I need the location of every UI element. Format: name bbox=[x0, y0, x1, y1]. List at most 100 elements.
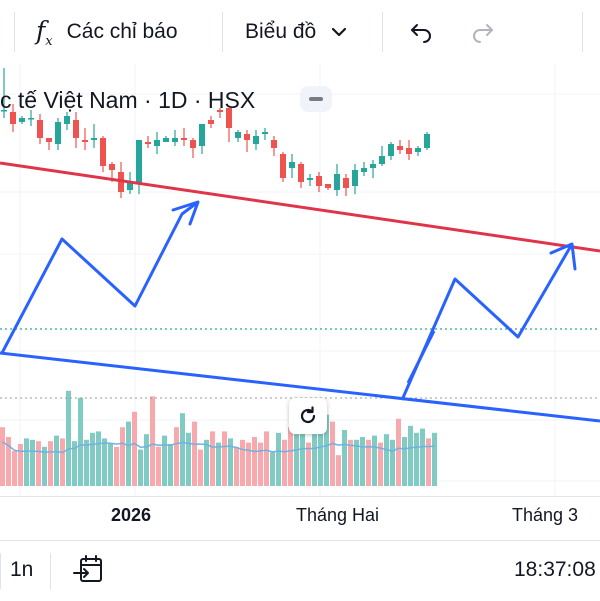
volume-bar bbox=[168, 444, 173, 486]
volume-bar bbox=[222, 431, 227, 486]
candle bbox=[397, 140, 403, 154]
volume-bar bbox=[264, 431, 269, 486]
volume-bar bbox=[396, 418, 401, 486]
volume-bar bbox=[252, 437, 257, 486]
volume-bar bbox=[156, 446, 161, 486]
volume-bar bbox=[270, 452, 275, 486]
upper-trendline[interactable] bbox=[0, 161, 600, 253]
volume-bar bbox=[384, 434, 389, 486]
candle bbox=[325, 184, 331, 190]
time-axis-label: Tháng Hai bbox=[296, 505, 380, 525]
time-axis[interactable]: 2026 Tháng Hai Tháng 3 bbox=[0, 496, 600, 533]
volume-bar bbox=[324, 414, 329, 486]
volume-bar bbox=[12, 451, 17, 486]
candle bbox=[28, 110, 34, 126]
volume-bar bbox=[72, 441, 77, 486]
bottom-divider bbox=[50, 553, 51, 589]
candle bbox=[388, 142, 394, 160]
candle bbox=[307, 174, 313, 186]
volume-bar bbox=[306, 442, 311, 486]
go-to-date-icon[interactable] bbox=[72, 553, 106, 587]
toolbar-divider bbox=[14, 12, 15, 52]
volume-bar bbox=[144, 434, 149, 486]
candle bbox=[361, 162, 367, 176]
collapse-legend-button[interactable] bbox=[300, 86, 332, 112]
volume-bar bbox=[246, 442, 251, 486]
undo-button[interactable] bbox=[406, 0, 434, 64]
volume-bar bbox=[390, 439, 395, 486]
volume-bar bbox=[210, 431, 215, 486]
volume-bar bbox=[258, 442, 263, 486]
volume-bar bbox=[174, 427, 179, 486]
candle bbox=[145, 136, 151, 148]
candle bbox=[100, 136, 106, 172]
redo-icon bbox=[473, 24, 493, 43]
candle bbox=[163, 136, 169, 142]
recent-trend-segment[interactable] bbox=[406, 330, 436, 384]
volume-bar bbox=[114, 446, 119, 486]
bottom-divider bbox=[0, 553, 1, 589]
candle bbox=[19, 116, 25, 124]
candle bbox=[343, 174, 349, 196]
redo-button[interactable] bbox=[470, 0, 498, 64]
volume-bar bbox=[42, 446, 47, 486]
volume-bar bbox=[216, 442, 221, 486]
chart-type-label: Biểu đồ bbox=[245, 20, 317, 43]
candle bbox=[217, 108, 223, 118]
candle bbox=[226, 108, 232, 142]
top-toolbar: fx Các chỉ báo Biểu đồ bbox=[0, 0, 600, 64]
candle bbox=[10, 104, 16, 132]
reset-chart-button[interactable] bbox=[289, 398, 327, 434]
candle bbox=[244, 130, 250, 152]
candle bbox=[154, 132, 160, 154]
volume-bar bbox=[138, 449, 143, 486]
candle bbox=[1, 68, 7, 118]
volume-bar bbox=[276, 432, 281, 486]
volume-bar bbox=[84, 439, 89, 486]
volume-bar bbox=[408, 425, 413, 486]
candle bbox=[64, 112, 70, 130]
volume-bar bbox=[204, 439, 209, 486]
clock[interactable]: 18:37:08 bbox=[514, 558, 596, 581]
volume-bar bbox=[288, 427, 293, 486]
volume-bar bbox=[228, 438, 233, 486]
interval-button[interactable]: 1n bbox=[10, 558, 34, 581]
candle bbox=[379, 146, 385, 166]
volume-bar bbox=[240, 439, 245, 486]
volume-bar bbox=[372, 435, 377, 486]
volume-bar bbox=[6, 437, 11, 486]
volume-bar bbox=[336, 455, 341, 486]
candle bbox=[262, 128, 268, 140]
chart-type-button[interactable]: Biểu đồ bbox=[245, 0, 348, 64]
volume-bar bbox=[234, 446, 239, 486]
candle bbox=[271, 136, 277, 156]
candle bbox=[253, 130, 259, 150]
volume-bar bbox=[426, 438, 431, 486]
forecast-path-1[interactable] bbox=[0, 200, 199, 354]
time-axis-label: 2026 bbox=[111, 505, 152, 525]
volume-moving-average bbox=[2, 441, 435, 454]
volume-bar bbox=[0, 427, 5, 486]
candle bbox=[352, 164, 358, 194]
candle bbox=[73, 112, 79, 148]
lower-trendline[interactable] bbox=[0, 351, 600, 423]
volume-bar bbox=[354, 439, 359, 486]
volume-bar bbox=[90, 432, 95, 486]
reset-icon bbox=[300, 406, 316, 424]
symbol-title[interactable]: c tế Việt Nam · 1D · HSX bbox=[0, 86, 256, 113]
volume-bar bbox=[78, 397, 83, 486]
volume-bar bbox=[300, 421, 305, 486]
indicators-button[interactable]: fx Các chỉ báo bbox=[36, 0, 178, 64]
volume-bar bbox=[150, 396, 155, 486]
volume-bar bbox=[18, 444, 23, 486]
volume-bar bbox=[360, 437, 365, 486]
candle bbox=[82, 128, 88, 150]
price-chart[interactable] bbox=[0, 64, 600, 496]
volume-bar bbox=[378, 442, 383, 486]
minus-icon bbox=[309, 97, 323, 101]
volume-bar bbox=[414, 432, 419, 486]
candle bbox=[91, 124, 97, 148]
forecast-path-2[interactable] bbox=[400, 243, 574, 401]
candle bbox=[55, 118, 61, 150]
forecast-arrowhead-1 bbox=[171, 200, 200, 226]
